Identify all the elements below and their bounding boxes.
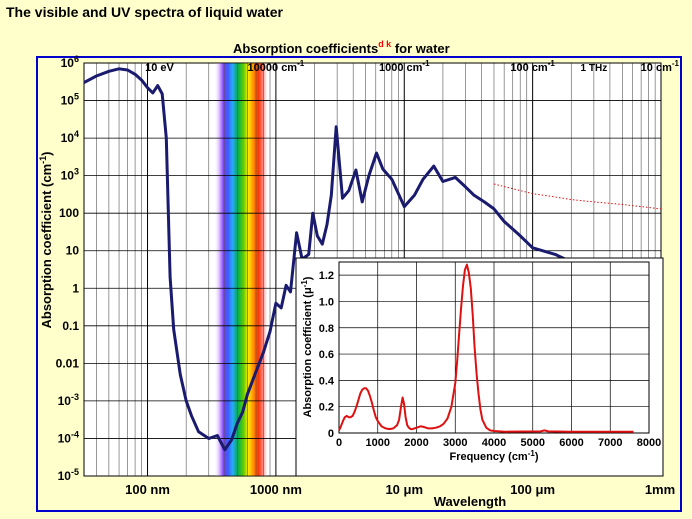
y-tick-label: 10-4 xyxy=(58,429,79,445)
inset-x-axis-label-text: Frequency (cm xyxy=(449,451,527,463)
inset-y-tick-label: 0.4 xyxy=(319,375,335,387)
y-axis-ticks: 106 105 104 103 100 10 1 0.1 0.01 10-3 10-4 10-5 xyxy=(56,54,80,483)
y-axis-label-sup: -1 xyxy=(38,156,48,164)
inset-y-axis-label-sup: -1 xyxy=(300,280,309,288)
y-tick-label: 0.1 xyxy=(62,319,79,333)
chart-title-text: Absorption coefficients xyxy=(233,41,378,56)
top-tick-label: 10000 cm-1 xyxy=(248,59,305,74)
inset-y-axis-label-end: ) xyxy=(302,276,314,280)
y-tick-label: 10-5 xyxy=(58,467,79,483)
y-tick-label: 1 xyxy=(72,281,79,295)
chart-title: Absorption coefficientsd k for water xyxy=(233,39,450,56)
inset-x-axis-label: Frequency (cm-1) xyxy=(449,449,538,463)
inset-x-axis-label-end: ) xyxy=(535,451,539,463)
inset-y-axis-ticks: 0 0.2 0.4 0.6 0.8 1.0 1.2 xyxy=(319,270,335,440)
inset-y-tick-label: 0 xyxy=(328,428,334,440)
water-absorption-curve xyxy=(83,67,623,452)
chart-title-superscript: d k xyxy=(378,39,392,49)
top-tick-label: 1000 cm-1 xyxy=(379,59,430,74)
chart-title-suffix: for water xyxy=(391,41,450,56)
inset-grid xyxy=(338,262,650,434)
inset-y-axis-label-text: Absorption coefficient (μ xyxy=(302,287,314,417)
top-axis-ticks: 10 eV 10000 cm-1 1000 cm-1 100 cm-1 1 THz 10 … xyxy=(145,59,679,74)
y-axis-label-end: ) xyxy=(39,151,54,155)
y-axis-label: Absorption coefficient (cm-1) xyxy=(38,151,54,328)
y-tick-label: 106 xyxy=(61,54,79,70)
inset-x-tick-label: 5000 xyxy=(521,437,545,449)
x-tick-label: 1mm xyxy=(645,482,675,497)
top-tick-label: 10 cm-1 xyxy=(641,59,680,74)
x-tick-label: 10 μm xyxy=(385,482,423,497)
inset-x-tick-label: 2000 xyxy=(404,437,428,449)
inset-x-tick-label: 0 xyxy=(336,437,342,449)
inset-x-tick-label: 4000 xyxy=(482,437,506,449)
chart-frame xyxy=(36,56,682,512)
x-axis-ticks: 100 nm 1000 nm 10 μm 100 μm 1mm xyxy=(125,482,675,497)
x-tick-label: 100 μm xyxy=(510,482,555,497)
inset-y-tick-label: 1.0 xyxy=(319,296,334,308)
inset-x-tick-label: 3000 xyxy=(443,437,467,449)
inset-y-tick-label: 0.8 xyxy=(319,323,334,335)
inset-y-axis-label: Absorption coefficient (μ-1) xyxy=(300,276,314,417)
page-title: The visible and UV spectra of liquid wat… xyxy=(6,4,283,20)
inset-x-axis-label-sup: -1 xyxy=(528,449,536,458)
top-tick-label: 1 THz xyxy=(581,63,608,74)
y-tick-label: 10 xyxy=(66,244,80,258)
visible-spectrum-band xyxy=(213,63,269,476)
x-tick-label: 100 nm xyxy=(125,482,170,497)
inset-x-tick-label: 8000 xyxy=(637,437,661,449)
x-tick-label: 1000 nm xyxy=(250,482,302,497)
inset-y-tick-label: 0.6 xyxy=(319,349,334,361)
inset-y-tick-label: 1.2 xyxy=(319,270,334,282)
y-tick-label: 0.01 xyxy=(56,356,80,370)
top-tick-label: 100 cm-1 xyxy=(510,59,555,74)
inset-x-axis-ticks: 0 1000 2000 3000 4000 5000 6000 7000 8000 xyxy=(336,437,661,449)
inset-absorption-curve xyxy=(338,263,634,433)
inset-chart: 0 0.2 0.4 0.6 0.8 1.0 1.2 0 1000 2000 3000 4000 500… xyxy=(295,257,664,477)
y-tick-label: 105 xyxy=(61,92,79,108)
y-tick-label: 100 xyxy=(59,206,79,220)
inset-x-tick-label: 7000 xyxy=(598,437,622,449)
y-tick-label: 10-3 xyxy=(58,392,79,408)
inset-x-tick-label: 6000 xyxy=(559,437,583,449)
inset-y-tick-label: 0.2 xyxy=(319,402,334,414)
y-tick-label: 103 xyxy=(61,167,79,183)
y-axis-label-text: Absorption coefficient (cm xyxy=(39,164,54,329)
inset-x-tick-label: 1000 xyxy=(366,437,390,449)
top-tick-label: 10 eV xyxy=(145,62,174,74)
y-tick-label: 104 xyxy=(61,129,79,145)
x-axis-label: Wavelength xyxy=(434,494,507,509)
